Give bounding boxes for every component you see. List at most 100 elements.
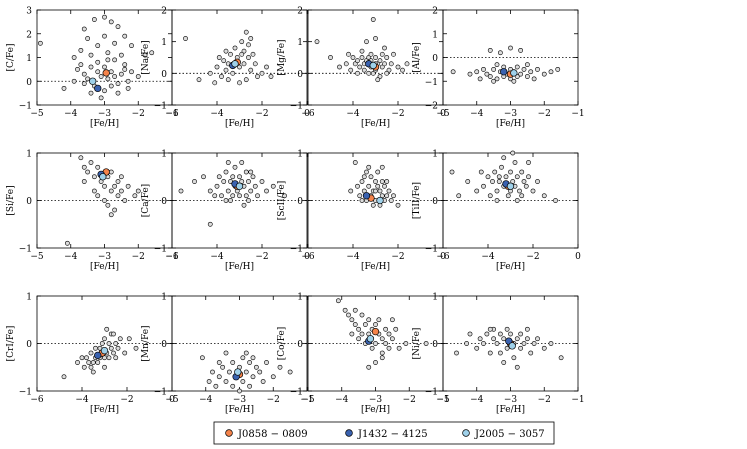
field-star-point — [375, 169, 381, 175]
x-tick-label: −1 — [165, 109, 178, 119]
field-star-point — [118, 174, 124, 180]
field-star-point — [212, 80, 218, 86]
field-star-point — [78, 47, 84, 53]
field-star-point — [526, 174, 531, 180]
field-star-point — [359, 48, 365, 54]
field-star-point — [81, 71, 87, 77]
field-star-point — [248, 188, 254, 194]
field-star-point — [548, 69, 554, 75]
field-star-point — [81, 81, 87, 87]
field-star-point — [373, 341, 378, 346]
y-tick-label: 1 — [26, 150, 32, 160]
y-tick-label: 2 — [432, 7, 438, 17]
x-tick-label: −2 — [132, 252, 145, 262]
field-star-point — [548, 341, 554, 346]
field-star-point — [400, 67, 405, 73]
field-star-point — [375, 183, 381, 189]
x-axis-label: [Fe/H] — [496, 405, 525, 415]
field-star-point — [389, 336, 395, 342]
field-star-point — [91, 188, 97, 194]
field-star-point — [85, 36, 91, 41]
field-star-point — [247, 383, 253, 389]
field-star-point — [259, 179, 265, 184]
field-star-point — [523, 183, 529, 189]
y-tick-label: −1 — [19, 388, 32, 398]
field-star-point — [86, 360, 92, 365]
x-tick-label: −5 — [165, 395, 179, 405]
y-axis-label: [Al/Fe] — [412, 42, 422, 73]
field-star-point — [216, 374, 222, 380]
y-tick-label: −1 — [290, 245, 303, 255]
field-star-point — [369, 345, 375, 351]
x-tick-label: −3 — [98, 252, 112, 262]
field-star-point — [225, 77, 231, 83]
field-star-point — [219, 74, 224, 79]
field-star-point — [85, 76, 91, 82]
field-star-point — [270, 183, 276, 189]
field-star-point — [531, 76, 537, 82]
field-star-point — [225, 188, 231, 194]
field-star-point — [243, 169, 249, 175]
field-star-point — [490, 179, 495, 184]
field-star-point — [376, 317, 382, 323]
field-star-point — [125, 78, 131, 84]
field-star-point — [81, 179, 87, 184]
field-star-point — [373, 55, 378, 60]
field-star-point — [395, 202, 401, 208]
x-axis-label: [Fe/H] — [90, 119, 119, 129]
field-star-point — [504, 326, 510, 332]
field-star-point — [314, 39, 320, 45]
field-star-point — [501, 336, 507, 342]
field-star-point — [102, 336, 107, 342]
field-star-point — [230, 383, 236, 389]
field-star-point — [366, 164, 372, 170]
field-star-point — [228, 51, 233, 57]
field-star-point — [366, 317, 372, 323]
field-star-point — [81, 164, 87, 170]
field-star-point — [487, 47, 493, 53]
field-star-point — [118, 52, 124, 58]
y-axis-label: [TiII/Fe] — [412, 182, 422, 219]
x-tick-label: −2 — [255, 252, 268, 262]
x-tick-label: −4 — [346, 109, 360, 119]
field-star-point — [511, 355, 517, 361]
field-star-point — [201, 174, 206, 180]
field-star-point — [517, 188, 522, 194]
field-star-point — [108, 188, 114, 194]
field-star-point — [484, 331, 490, 337]
field-star-point — [355, 183, 360, 189]
field-star-point — [349, 317, 355, 323]
field-star-point — [382, 183, 387, 189]
y-tick-label: 1 — [161, 293, 167, 303]
field-star-point — [78, 62, 84, 68]
field-star-point — [98, 74, 104, 79]
field-star-point — [125, 183, 131, 189]
x-tick-label: −5 — [301, 395, 315, 405]
field-star-point — [243, 350, 249, 356]
field-star-point — [481, 66, 486, 72]
field-star-point — [524, 74, 530, 79]
field-star-point — [61, 374, 67, 380]
field-star-point — [356, 336, 362, 342]
field-star-point — [264, 188, 269, 194]
x-tick-label: −4 — [481, 252, 495, 262]
field-star-point — [530, 188, 536, 194]
panel-10: −5 −4 −3 −2 −1−101[Fe/H][Co/Fe] — [277, 293, 450, 416]
program-star-point — [234, 368, 242, 376]
field-star-point — [384, 55, 390, 60]
field-star-point — [122, 350, 128, 356]
x-tick-label: −2 — [267, 395, 280, 405]
field-star-point — [370, 17, 376, 22]
x-tick-label: −3 — [98, 109, 112, 119]
field-star-point — [456, 193, 462, 199]
field-star-point — [78, 155, 84, 161]
field-star-point — [178, 188, 184, 194]
x-axis-label: [Fe/H] — [361, 405, 390, 415]
field-star-point — [518, 47, 524, 53]
field-star-point — [373, 360, 378, 365]
field-star-point — [112, 183, 118, 189]
y-axis-label: [ScII/Fe] — [277, 181, 287, 220]
field-star-point — [524, 62, 530, 68]
field-star-point — [518, 331, 524, 337]
x-tick-label: −4 — [75, 395, 89, 405]
